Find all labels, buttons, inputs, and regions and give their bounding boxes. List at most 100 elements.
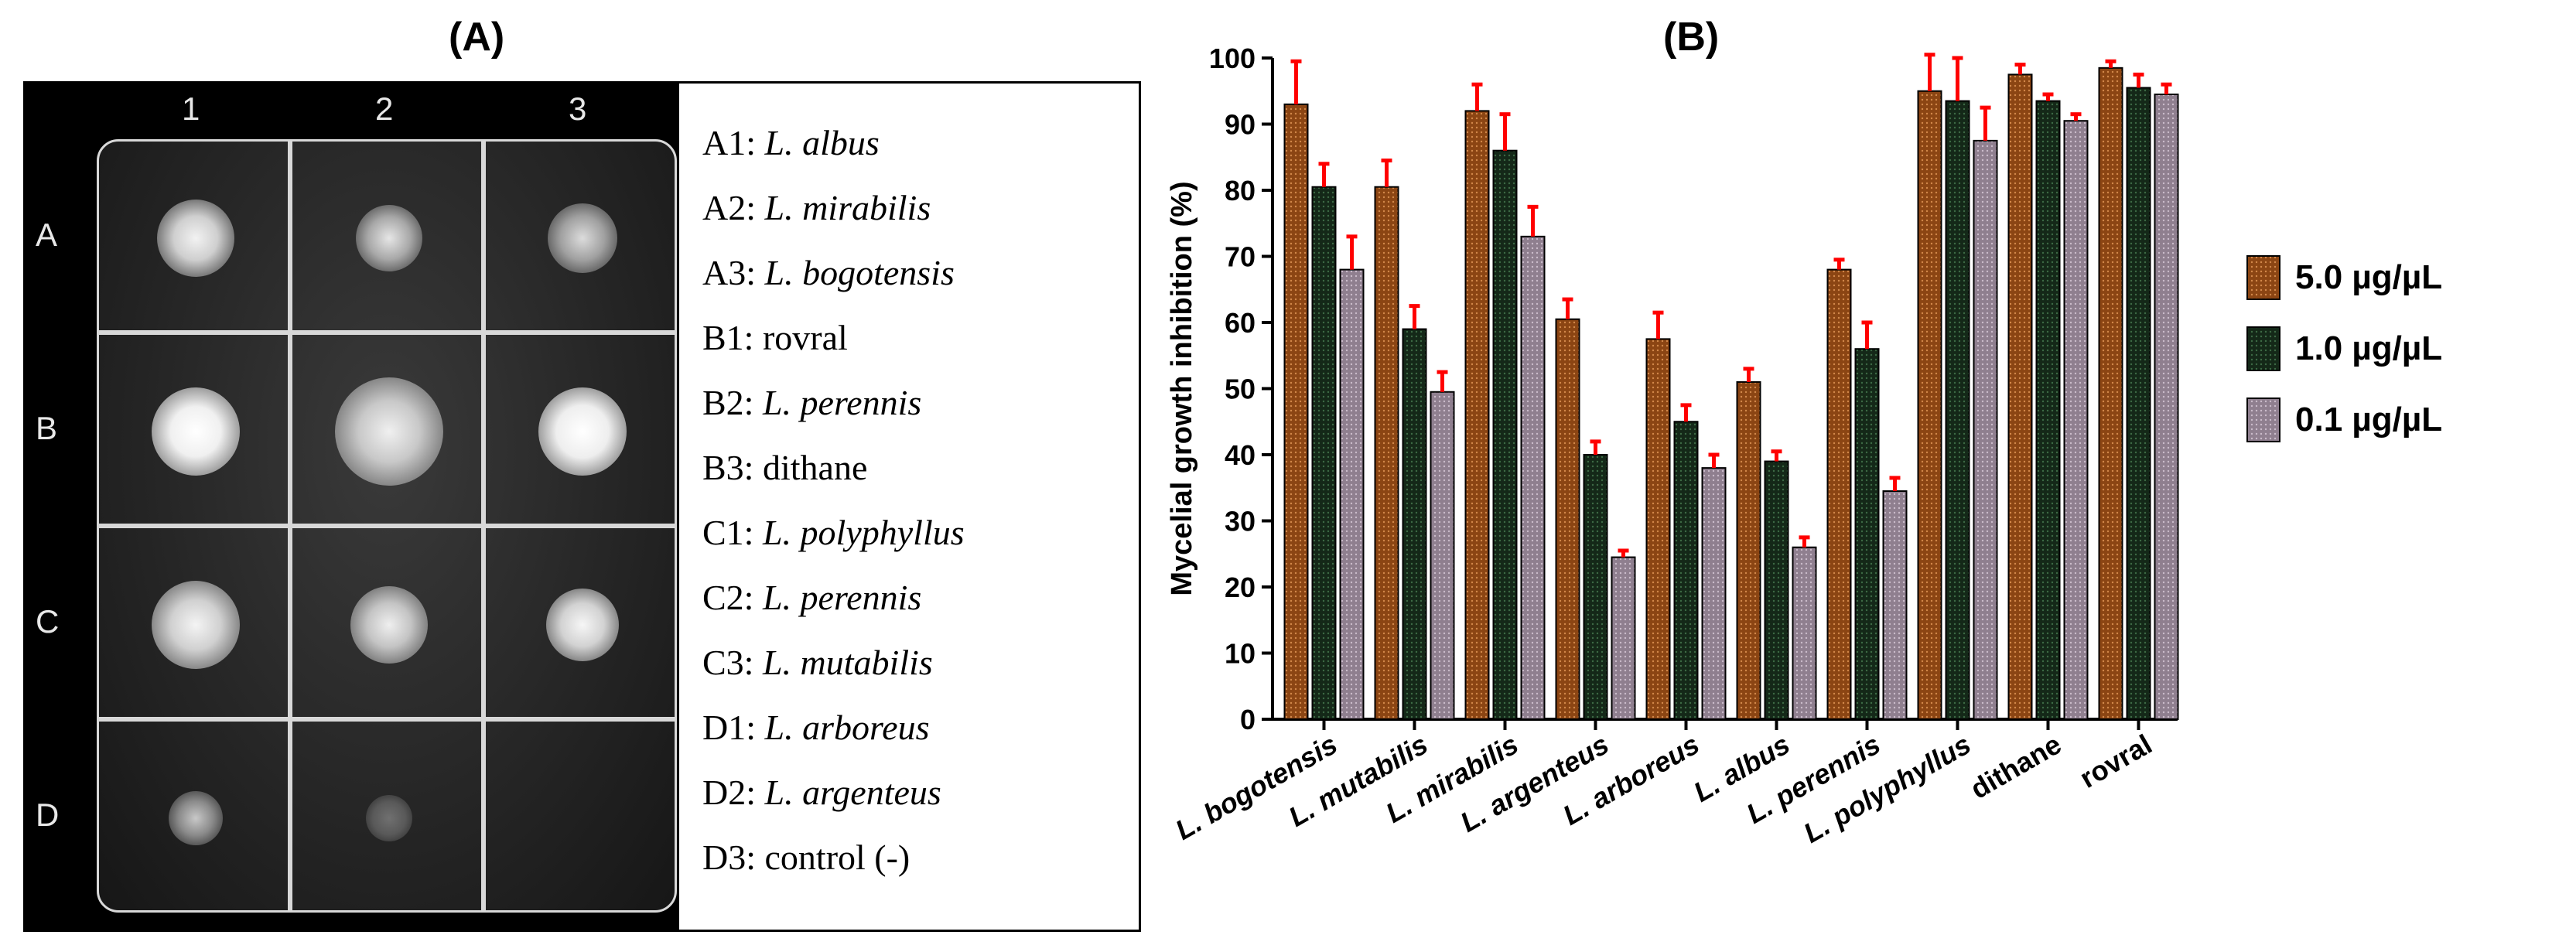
legend-entry-d1: D1: L. arboreus xyxy=(702,708,930,747)
well-c2 xyxy=(290,526,483,719)
colony-c3 xyxy=(546,589,619,661)
colony-d1 xyxy=(169,791,223,845)
bar-0-9 xyxy=(2098,67,2123,720)
row-label-d: D xyxy=(36,797,60,833)
category-label: rovral xyxy=(2074,728,2157,794)
well-a1 xyxy=(97,139,290,333)
bar-0-6 xyxy=(1826,268,1852,721)
y-tick-label: 60 xyxy=(1225,307,1256,339)
petri-dish-photo: 1 2 3 A B C D xyxy=(23,81,677,932)
y-tick-label: 80 xyxy=(1225,175,1256,206)
bar-1-3 xyxy=(1583,454,1608,720)
legend-label-0: 5.0 µg/µL xyxy=(2295,258,2442,296)
well-c3 xyxy=(483,526,677,719)
bar-2-5 xyxy=(1792,546,1817,721)
well-a2 xyxy=(290,139,483,333)
legend-entry-c2: C2: L. perennis xyxy=(702,578,922,617)
legend-entry-a2: A2: L. mirabilis xyxy=(702,188,931,227)
colony-b3 xyxy=(538,387,627,476)
legend-entry-c1: C1: L. polyphyllus xyxy=(702,513,965,552)
bar-1-9 xyxy=(2126,87,2151,721)
well-b1 xyxy=(97,333,290,526)
bar-0-7 xyxy=(1917,90,1942,720)
well-d3 xyxy=(483,719,677,913)
well-b3 xyxy=(483,333,677,526)
bar-2-1 xyxy=(1430,391,1455,720)
bar-2-3 xyxy=(1611,556,1636,721)
panel-a-label: (A) xyxy=(449,15,505,60)
legend-entry-c3: C3: L. mutabilis xyxy=(702,643,933,682)
legend-swatch-2 xyxy=(2246,398,2280,442)
colony-b1 xyxy=(152,387,240,476)
legend-entry-a3: A3: L. bogotensis xyxy=(702,253,955,292)
legend-label-1: 1.0 µg/µL xyxy=(2295,329,2442,367)
plate-legend: A1: L. albus A2: L. mirabilis A3: L. bog… xyxy=(677,81,1141,932)
bar-0-2 xyxy=(1464,110,1490,720)
y-tick-label: 30 xyxy=(1225,506,1256,537)
column-label-3: 3 xyxy=(569,90,587,127)
bar-0-5 xyxy=(1736,380,1761,720)
y-tick-label: 90 xyxy=(1225,109,1256,141)
y-tick-label: 100 xyxy=(1209,43,1256,74)
panel-b-label: (B) xyxy=(1663,15,1720,60)
colony-b2 xyxy=(335,377,443,486)
bar-2-4 xyxy=(1701,467,1727,720)
category-label: dithane xyxy=(1965,728,2066,805)
colony-a3 xyxy=(548,203,617,273)
well-d2 xyxy=(290,719,483,913)
row-label-b: B xyxy=(36,410,58,446)
well-a3 xyxy=(483,139,677,333)
bar-2-9 xyxy=(2154,94,2179,720)
bar-1-2 xyxy=(1492,149,1518,720)
colony-a2 xyxy=(356,205,422,271)
y-tick-label: 20 xyxy=(1225,572,1256,603)
bar-1-5 xyxy=(1764,460,1789,720)
legend-entry-b1: B1: rovral xyxy=(702,318,848,357)
colony-a1 xyxy=(157,200,234,277)
well-c1 xyxy=(97,526,290,719)
column-label-1: 1 xyxy=(182,90,200,127)
y-tick-label: 0 xyxy=(1240,704,1256,735)
bar-0-4 xyxy=(1645,338,1671,720)
chart-legend: 5.0 µg/µL 1.0 µg/µL 0.1 µg/µL xyxy=(2246,255,2442,442)
legend-entry-d3: D3: control (-) xyxy=(702,838,910,877)
legend-entry-a1: A1: L. albus xyxy=(702,123,880,162)
bar-2-2 xyxy=(1520,235,1546,721)
legend-label-2: 0.1 µg/µL xyxy=(2295,401,2442,438)
y-tick-label: 40 xyxy=(1225,439,1256,471)
bar-0-3 xyxy=(1555,318,1580,721)
bar-2-7 xyxy=(1973,139,1998,720)
bar-1-4 xyxy=(1673,421,1699,720)
bar-1-8 xyxy=(2035,100,2061,720)
legend-swatch-1 xyxy=(2246,326,2280,371)
bar-2-6 xyxy=(1882,490,1908,721)
column-label-2: 2 xyxy=(375,90,394,127)
bar-1-0 xyxy=(1311,186,1337,721)
colony-c1 xyxy=(152,581,240,669)
row-label-a: A xyxy=(36,217,58,253)
legend-entry-b2: B2: L. perennis xyxy=(702,383,922,422)
legend-entry-b3: B3: dithane xyxy=(702,448,868,487)
y-tick-label: 70 xyxy=(1225,241,1256,273)
legend-entry-d2: D2: L. argenteus xyxy=(702,773,941,812)
y-tick-label: 50 xyxy=(1225,374,1256,405)
bar-2-0 xyxy=(1339,268,1365,721)
culture-plate xyxy=(97,139,677,913)
bar-0-8 xyxy=(2007,73,2033,720)
colony-c2 xyxy=(350,586,428,664)
bar-0-1 xyxy=(1374,186,1399,721)
y-tick-label: 10 xyxy=(1225,638,1256,670)
well-b2 xyxy=(290,333,483,526)
bar-1-1 xyxy=(1402,328,1427,720)
well-d1 xyxy=(97,719,290,913)
bar-2-8 xyxy=(2063,120,2089,721)
bar-0-0 xyxy=(1283,103,1309,721)
bar-1-7 xyxy=(1945,100,1970,720)
legend-swatch-0 xyxy=(2246,255,2280,300)
bar-1-6 xyxy=(1854,348,1880,720)
colony-d2 xyxy=(366,795,412,841)
y-axis-title: Mycelial growth inhibition (%) xyxy=(1166,181,1198,595)
row-label-c: C xyxy=(36,603,60,640)
